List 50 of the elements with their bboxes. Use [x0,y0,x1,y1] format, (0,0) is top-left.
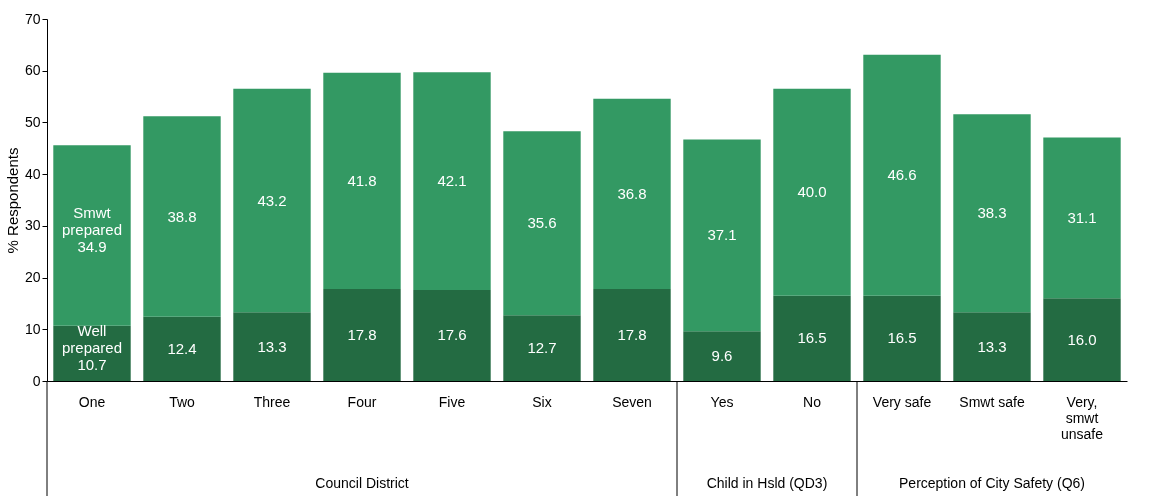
data-label: 40.0 [797,183,827,201]
data-label: 38.3 [977,204,1007,222]
data-label: 38.8 [167,207,197,225]
data-label: 34.9 [77,238,107,256]
data-label: 9.6 [711,347,733,365]
data-label: 31.1 [1067,208,1097,226]
data-label: 17.8 [347,325,377,343]
x-tick-label: Very, smwt unsafe [1060,393,1104,442]
x-tick-label: Three [253,393,291,410]
y-tick-label: 70 [24,10,41,27]
x-tick-label: Very safe [872,393,932,410]
x-tick-label: Two [169,393,196,410]
data-label: 16.5 [797,329,827,347]
x-tick-label: Seven [612,393,652,410]
data-label: 43.2 [257,191,287,209]
text: Child in Hsld (QD3) [706,475,828,491]
y-tick-label: 60 [24,62,41,79]
text: Council District [315,475,409,491]
x-tick-label: Yes [710,393,734,410]
y-tick-label: 10 [24,320,41,337]
data-label: 35.6 [527,214,557,232]
series-label: Well prepared [61,322,123,357]
x-tick-label: Four [347,393,377,410]
data-label: 46.6 [887,166,917,184]
x-tick-label: Smwt safe [959,393,1025,410]
data-label: 12.4 [167,339,197,357]
data-label: 16.5 [887,329,917,347]
x-tick-label: Six [532,393,552,410]
y-tick-label: 50 [24,113,41,130]
data-label: 37.1 [707,226,737,244]
data-label: 42.1 [437,172,467,190]
y-axis-title: % Respondents [3,147,21,254]
y-tick-label: 30 [24,217,41,234]
data-label: 36.8 [617,184,647,202]
y-tick-label: 0 [32,372,41,389]
data-label: 12.7 [527,339,557,357]
x-tick-label: No [803,393,822,410]
data-label: 17.8 [617,325,647,343]
data-label: 10.7 [77,356,107,374]
x-tick-label: Five [438,393,466,410]
data-label: 16.0 [1067,330,1097,348]
data-label: 17.6 [437,326,467,344]
data-label: 13.3 [257,337,287,355]
data-label: 13.3 [977,337,1007,355]
text: Perception of City Safety (Q6) [899,475,1085,491]
data-label: 41.8 [347,171,377,189]
x-tick-label: One [78,393,106,410]
y-tick-label: 20 [24,269,41,286]
y-tick-label: 40 [24,165,41,182]
series-label: Smwt prepared [61,204,123,239]
